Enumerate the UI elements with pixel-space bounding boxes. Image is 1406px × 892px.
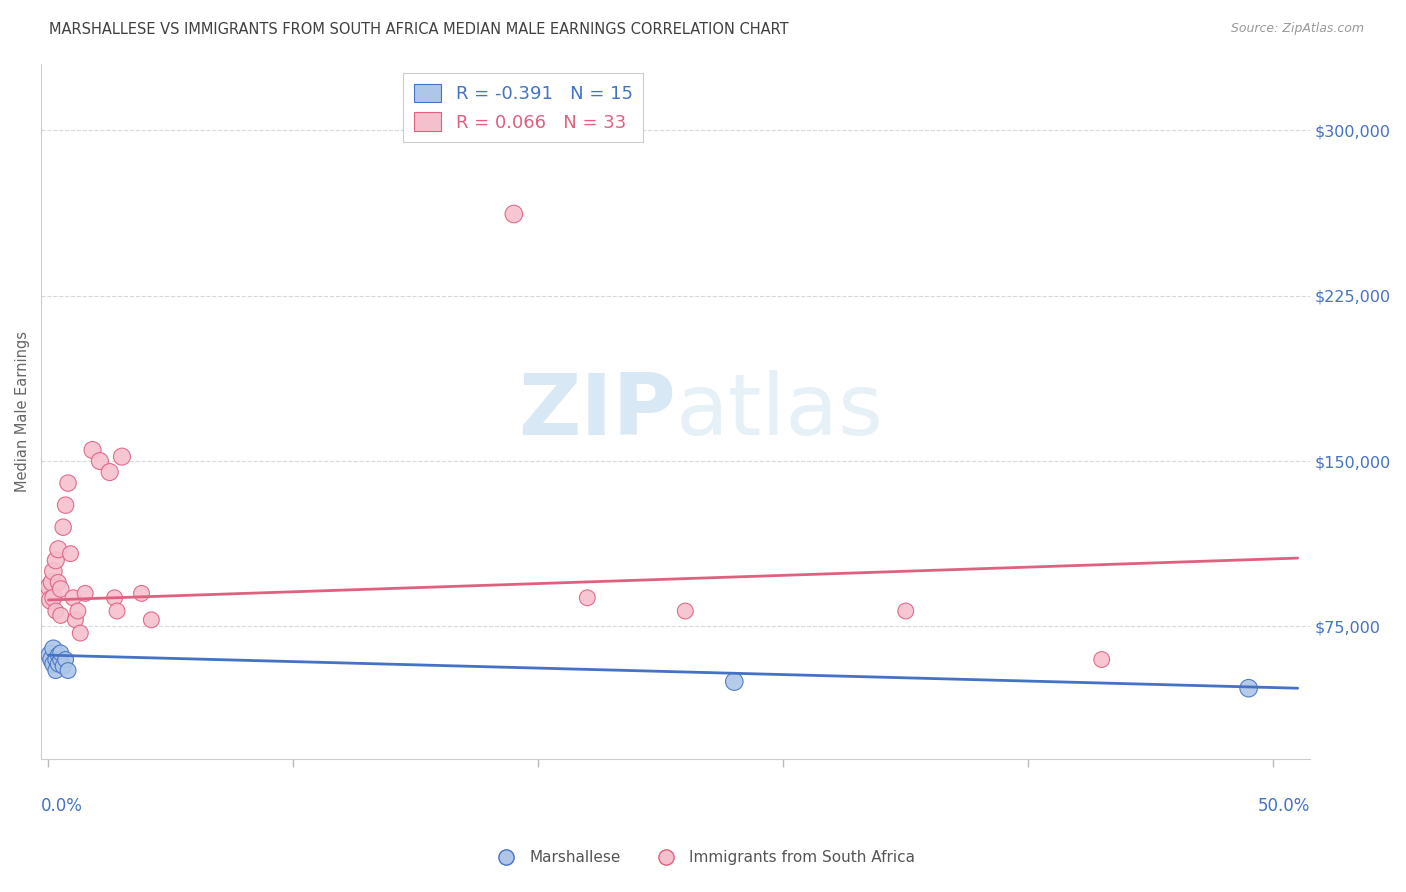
Point bbox=[65, 613, 87, 627]
Point bbox=[576, 591, 599, 605]
Point bbox=[46, 542, 69, 557]
Text: 0.0%: 0.0% bbox=[41, 797, 83, 815]
Point bbox=[75, 586, 97, 600]
Point bbox=[56, 664, 79, 678]
Point bbox=[502, 207, 524, 221]
Point bbox=[56, 476, 79, 491]
Point bbox=[46, 575, 69, 590]
Point bbox=[49, 582, 72, 596]
Point bbox=[41, 652, 63, 666]
Point bbox=[42, 591, 65, 605]
Point bbox=[69, 626, 91, 640]
Point bbox=[1237, 681, 1260, 696]
Point bbox=[894, 604, 917, 618]
Point bbox=[55, 498, 77, 512]
Point bbox=[82, 443, 104, 458]
Point bbox=[52, 520, 75, 534]
Point bbox=[105, 604, 128, 618]
Point bbox=[42, 564, 65, 578]
Point bbox=[45, 553, 67, 567]
Point bbox=[42, 641, 65, 656]
Point bbox=[62, 591, 84, 605]
Point bbox=[45, 604, 67, 618]
Point bbox=[39, 593, 62, 607]
Point bbox=[1091, 652, 1114, 666]
Point bbox=[141, 613, 163, 627]
Point bbox=[131, 586, 153, 600]
Point bbox=[104, 591, 127, 605]
Point bbox=[59, 547, 82, 561]
Text: Source: ZipAtlas.com: Source: ZipAtlas.com bbox=[1230, 22, 1364, 36]
Point bbox=[673, 604, 696, 618]
Point bbox=[46, 657, 69, 671]
Point bbox=[89, 454, 111, 468]
Point bbox=[49, 608, 72, 623]
Point bbox=[41, 575, 63, 590]
Legend: Marshallese, Immigrants from South Africa: Marshallese, Immigrants from South Afric… bbox=[485, 844, 921, 871]
Text: MARSHALLESE VS IMMIGRANTS FROM SOUTH AFRICA MEDIAN MALE EARNINGS CORRELATION CHA: MARSHALLESE VS IMMIGRANTS FROM SOUTH AFR… bbox=[49, 22, 789, 37]
Point bbox=[111, 450, 134, 464]
Point bbox=[39, 580, 62, 594]
Point bbox=[98, 465, 121, 479]
Point bbox=[45, 652, 67, 666]
Point bbox=[49, 652, 72, 666]
Text: 50.0%: 50.0% bbox=[1257, 797, 1310, 815]
Point bbox=[55, 652, 77, 666]
Point bbox=[723, 674, 745, 689]
Point bbox=[52, 659, 75, 673]
Point bbox=[49, 646, 72, 660]
Text: ZIP: ZIP bbox=[517, 370, 675, 453]
Point bbox=[42, 657, 65, 671]
Legend: R = -0.391   N = 15, R = 0.066   N = 33: R = -0.391 N = 15, R = 0.066 N = 33 bbox=[404, 73, 644, 143]
Point bbox=[39, 648, 62, 662]
Point bbox=[46, 648, 69, 662]
Text: atlas: atlas bbox=[675, 370, 883, 453]
Point bbox=[45, 664, 67, 678]
Y-axis label: Median Male Earnings: Median Male Earnings bbox=[15, 331, 30, 491]
Point bbox=[66, 604, 89, 618]
